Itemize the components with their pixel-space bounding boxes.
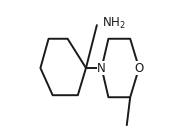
Text: O: O [134,61,144,75]
Text: N: N [97,61,106,75]
Text: NH$_2$: NH$_2$ [102,16,125,31]
